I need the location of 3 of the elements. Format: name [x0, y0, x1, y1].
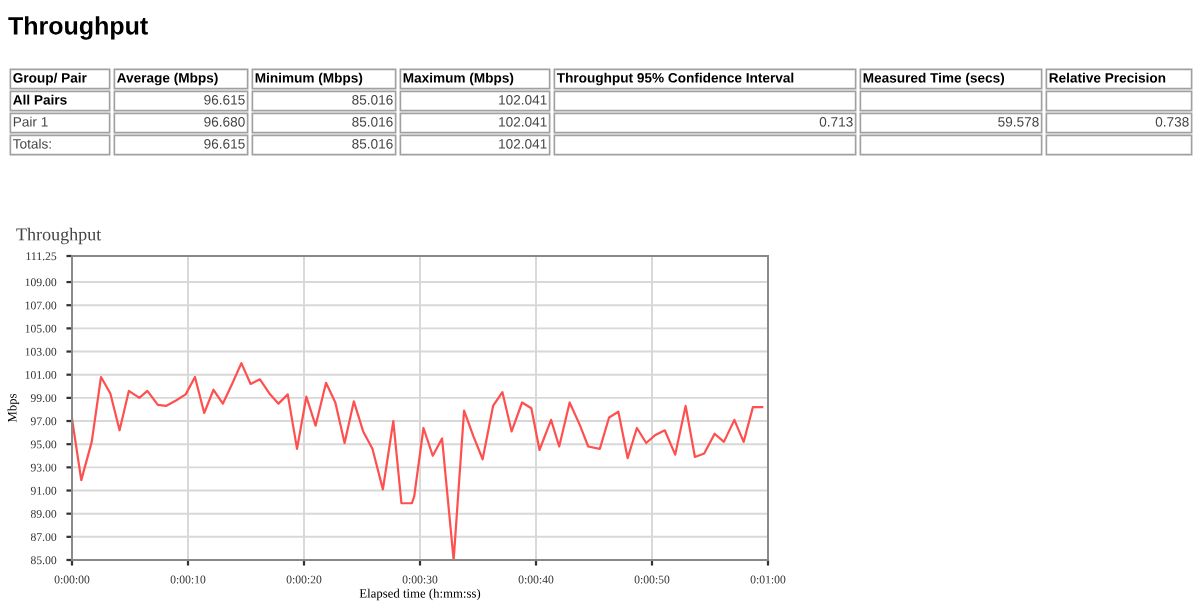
text: Throughput	[8, 16, 148, 40]
line-series	[72, 362, 764, 560]
chart-title: Throughput	[16, 227, 102, 245]
